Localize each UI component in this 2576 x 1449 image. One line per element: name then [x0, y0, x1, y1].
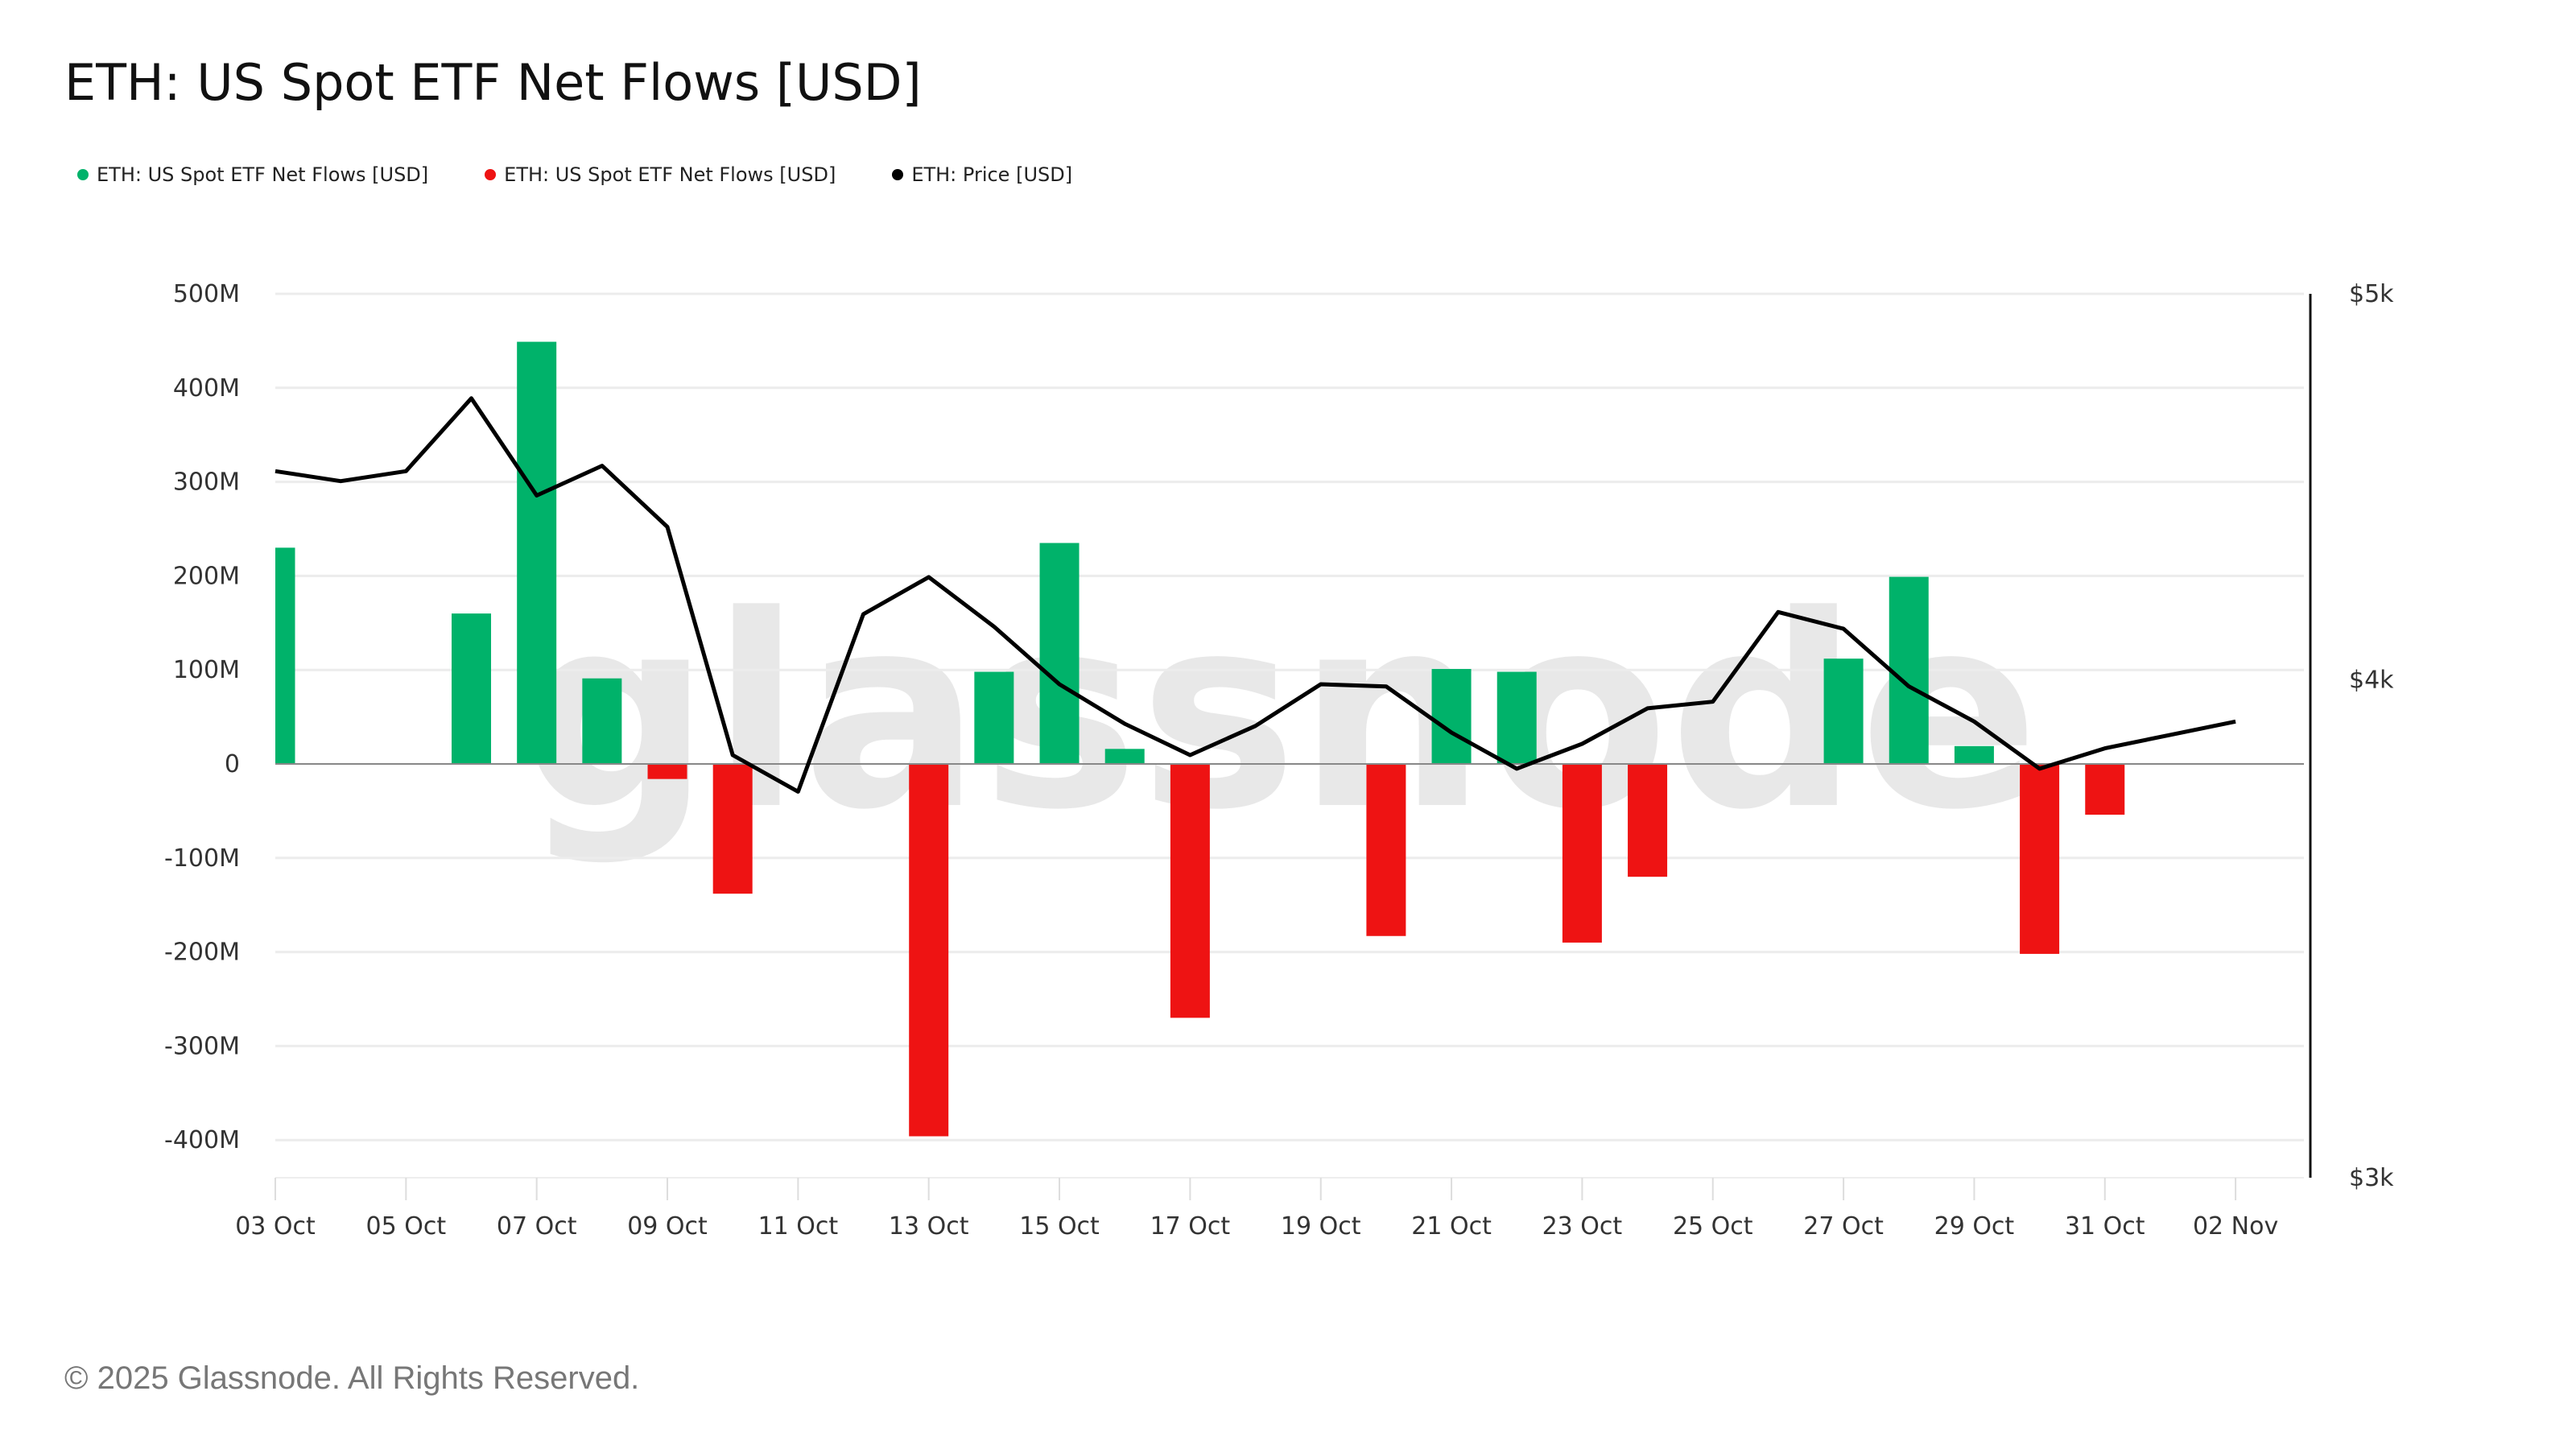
y-tick-label: -100M [164, 844, 240, 873]
bar-outflow [1562, 764, 1602, 943]
x-tick-label: 23 Oct [1542, 1212, 1623, 1241]
price-line [275, 396, 2236, 794]
x-tick-label: 21 Oct [1411, 1212, 1492, 1241]
x-tick-label: 03 Oct [235, 1212, 316, 1241]
y-tick-label: 200M [173, 562, 240, 590]
bar-outflow [1366, 764, 1406, 936]
copyright-footer: © 2025 Glassnode. All Rights Reserved. [64, 1360, 640, 1396]
bar-inflow [1889, 576, 1929, 764]
x-tick-label: 13 Oct [889, 1212, 969, 1241]
watermark: glassnode [521, 559, 2040, 868]
y-tick-label: -300M [164, 1032, 240, 1060]
legend-dot-green [77, 169, 89, 180]
x-tick-label: 19 Oct [1281, 1212, 1361, 1241]
bar-outflow [1628, 764, 1668, 877]
bar-inflow [1104, 749, 1145, 764]
bar-inflow [974, 671, 1014, 764]
bar-outflow [909, 764, 949, 1137]
x-tick-label: 11 Oct [758, 1212, 839, 1241]
bar-inflow [582, 678, 622, 764]
bar-outflow [2085, 764, 2125, 815]
x-tick-label: 07 Oct [497, 1212, 577, 1241]
y-tick-label: 300M [173, 469, 240, 497]
x-tick-label: 02 Nov [2193, 1212, 2278, 1241]
chart-title: ETH: US Spot ETF Net Flows [USD] [64, 53, 922, 112]
legend-item-inflows[interactable]: ETH: US Spot ETF Net Flows [USD] [77, 163, 428, 186]
legend-item-price[interactable]: ETH: Price [USD] [892, 163, 1072, 186]
y-tick-label: 100M [173, 656, 240, 684]
bar-inflow [1823, 658, 1864, 764]
x-tick-label: 15 Oct [1019, 1212, 1100, 1241]
y2-tick-label: $3k [2349, 1164, 2394, 1192]
legend-dot-red [485, 169, 497, 180]
bar-inflow [1039, 543, 1080, 764]
bar-inflow [1496, 671, 1537, 764]
y-tick-label: 500M [173, 280, 240, 308]
bar-outflow [1170, 764, 1210, 1018]
legend-label: ETH: US Spot ETF Net Flows [USD] [97, 163, 429, 186]
legend: ETH: US Spot ETF Net Flows [USD] ETH: US… [77, 163, 1072, 186]
bar-outflow [712, 764, 753, 894]
bar-inflow [1431, 669, 1472, 764]
legend-item-outflows[interactable]: ETH: US Spot ETF Net Flows [USD] [485, 163, 836, 186]
bar-inflow [517, 341, 557, 764]
y-tick-label: -400M [164, 1126, 240, 1154]
x-tick-label: 27 Oct [1803, 1212, 1884, 1241]
x-tick-label: 25 Oct [1673, 1212, 1753, 1241]
bar-outflow [2020, 764, 2060, 954]
x-tick-label: 31 Oct [2065, 1212, 2145, 1241]
bar-inflow [275, 547, 295, 764]
x-tick-label: 09 Oct [627, 1212, 708, 1241]
y-tick-label: -200M [164, 939, 240, 967]
y2-tick-label: $5k [2349, 280, 2394, 308]
x-tick-label: 17 Oct [1150, 1212, 1231, 1241]
legend-label: ETH: US Spot ETF Net Flows [USD] [504, 163, 836, 186]
x-tick-label: 29 Oct [1934, 1212, 2015, 1241]
bar-outflow [647, 764, 687, 779]
legend-label: ETH: Price [USD] [911, 163, 1073, 186]
y-tick-label: 0 [225, 750, 240, 778]
legend-dot-black [892, 169, 904, 180]
y-tick-label: 400M [173, 374, 240, 402]
bar-inflow [452, 613, 492, 764]
x-tick-label: 05 Oct [366, 1212, 447, 1241]
y2-tick-label: $4k [2349, 667, 2394, 695]
bar-inflow [1954, 745, 1994, 764]
